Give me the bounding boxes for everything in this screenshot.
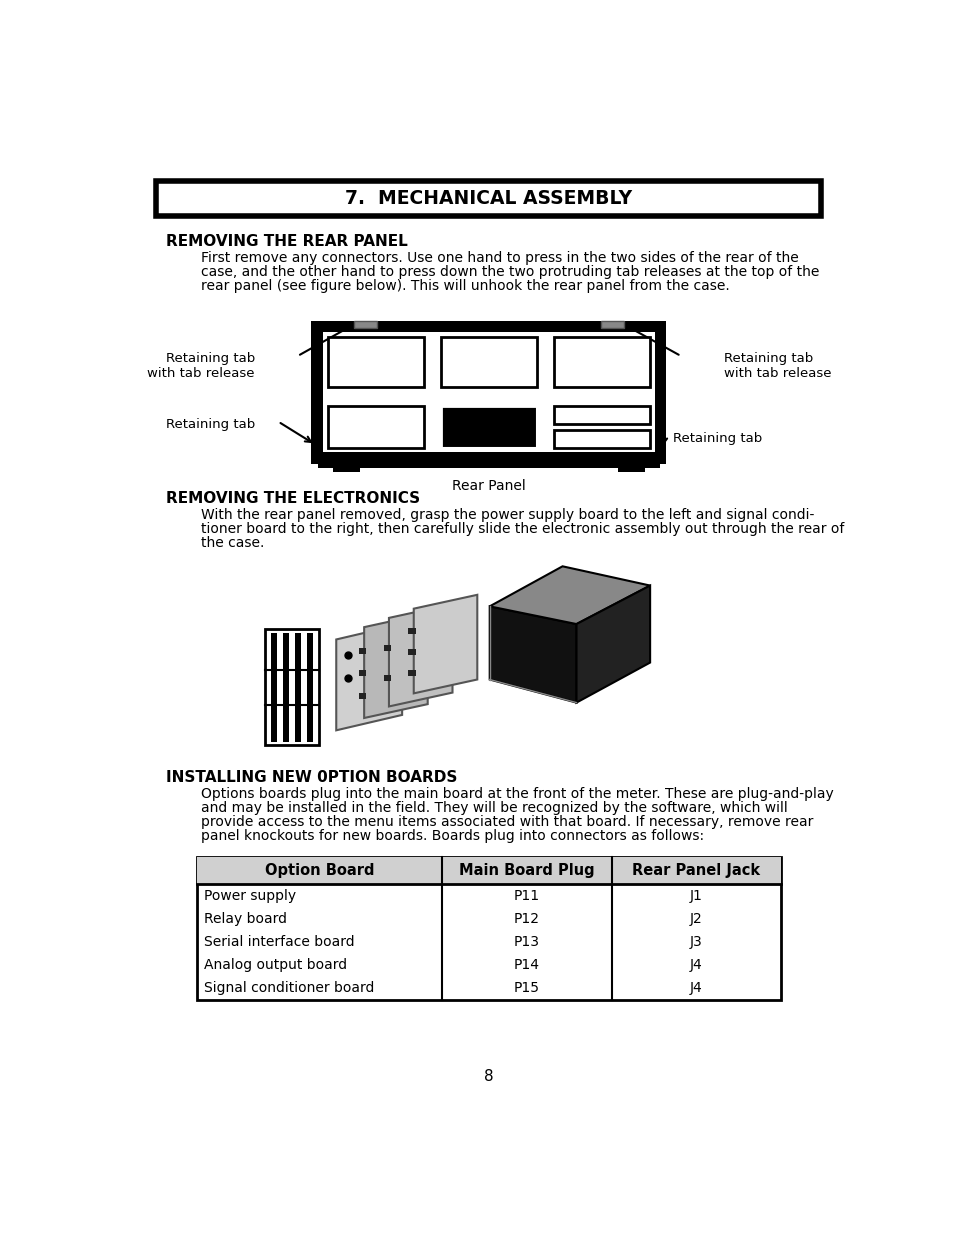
Bar xyxy=(599,321,623,327)
Text: Relay board: Relay board xyxy=(204,911,287,926)
Polygon shape xyxy=(576,585,649,703)
Bar xyxy=(554,406,649,424)
Bar xyxy=(328,406,423,448)
Bar xyxy=(317,464,659,468)
Bar xyxy=(358,693,366,699)
Bar xyxy=(408,669,416,676)
Text: the case.: the case. xyxy=(200,536,264,550)
Bar xyxy=(328,337,423,388)
Bar xyxy=(440,337,537,388)
Text: panel knockouts for new boards. Boards plug into connectors as follows:: panel knockouts for new boards. Boards p… xyxy=(200,829,703,842)
Text: J2: J2 xyxy=(689,911,702,926)
Text: P12: P12 xyxy=(514,911,539,926)
Text: Retaining tab: Retaining tab xyxy=(672,431,761,445)
Polygon shape xyxy=(335,624,402,730)
Bar xyxy=(294,632,301,742)
Bar xyxy=(358,647,366,653)
Bar xyxy=(408,648,416,655)
Text: With the rear panel removed, grasp the power supply board to the left and signal: With the rear panel removed, grasp the p… xyxy=(200,508,813,522)
Bar xyxy=(333,464,360,472)
Text: J1: J1 xyxy=(689,889,702,903)
Bar xyxy=(617,464,644,472)
Text: Analog output board: Analog output board xyxy=(204,958,347,972)
Text: P15: P15 xyxy=(514,982,539,995)
Text: tioner board to the right, then carefully slide the electronic assembly out thro: tioner board to the right, then carefull… xyxy=(200,521,843,536)
Text: 7.  MECHANICAL ASSEMBLY: 7. MECHANICAL ASSEMBLY xyxy=(345,189,632,207)
Text: P14: P14 xyxy=(514,958,539,972)
Text: provide access to the menu items associated with that board. If necessary, remov: provide access to the menu items associa… xyxy=(200,815,812,829)
Bar xyxy=(196,857,781,1000)
Text: REMOVING THE ELECTRONICS: REMOVING THE ELECTRONICS xyxy=(166,490,419,506)
Bar xyxy=(554,430,649,448)
Text: P11: P11 xyxy=(514,889,539,903)
Text: Power supply: Power supply xyxy=(204,889,296,903)
Text: Signal conditioner board: Signal conditioner board xyxy=(204,982,375,995)
Bar xyxy=(307,632,313,742)
Bar xyxy=(271,632,276,742)
Text: Option Board: Option Board xyxy=(264,863,374,878)
Bar xyxy=(311,321,666,464)
Bar xyxy=(440,406,537,448)
Text: 8: 8 xyxy=(483,1068,494,1083)
Text: Retaining tab: Retaining tab xyxy=(166,417,254,431)
Text: Main Board Plug: Main Board Plug xyxy=(458,863,594,878)
Text: First remove any connectors. Use one hand to press in the two sides of the rear : First remove any connectors. Use one han… xyxy=(200,252,798,266)
Bar xyxy=(408,627,416,634)
Text: REMOVING THE REAR PANEL: REMOVING THE REAR PANEL xyxy=(166,235,407,249)
Bar xyxy=(354,321,377,327)
Text: P13: P13 xyxy=(514,935,539,948)
Text: Rear Panel Jack: Rear Panel Jack xyxy=(632,863,760,878)
Bar xyxy=(265,630,319,745)
Bar xyxy=(554,337,649,388)
Bar xyxy=(383,645,391,651)
Text: INSTALLING NEW 0PTION BOARDS: INSTALLING NEW 0PTION BOARDS xyxy=(166,771,456,785)
Text: Retaining tab
with tab release: Retaining tab with tab release xyxy=(147,352,254,380)
Text: Serial interface board: Serial interface board xyxy=(204,935,355,948)
Bar xyxy=(323,332,654,452)
Bar xyxy=(383,674,391,680)
Polygon shape xyxy=(364,614,427,718)
Text: rear panel (see figure below). This will unhook the rear panel from the case.: rear panel (see figure below). This will… xyxy=(200,279,729,293)
Text: Options boards plug into the main board at the front of the meter. These are plu: Options boards plug into the main board … xyxy=(200,787,833,802)
Text: J4: J4 xyxy=(689,958,702,972)
Bar xyxy=(358,671,366,677)
Text: case, and the other hand to press down the two protruding tab releases at the to: case, and the other hand to press down t… xyxy=(200,266,818,279)
Text: Rear Panel: Rear Panel xyxy=(452,479,525,493)
Text: Retaining tab
with tab release: Retaining tab with tab release xyxy=(723,352,830,380)
Text: J3: J3 xyxy=(689,935,702,948)
Text: and may be installed in the field. They will be recognized by the software, whic: and may be installed in the field. They … xyxy=(200,802,786,815)
Polygon shape xyxy=(414,595,476,693)
Text: J4: J4 xyxy=(689,982,702,995)
Polygon shape xyxy=(489,606,576,703)
Polygon shape xyxy=(489,567,649,624)
Bar xyxy=(283,632,289,742)
Polygon shape xyxy=(389,604,452,706)
Bar xyxy=(156,180,821,216)
Bar xyxy=(440,406,537,448)
Bar xyxy=(196,857,781,884)
